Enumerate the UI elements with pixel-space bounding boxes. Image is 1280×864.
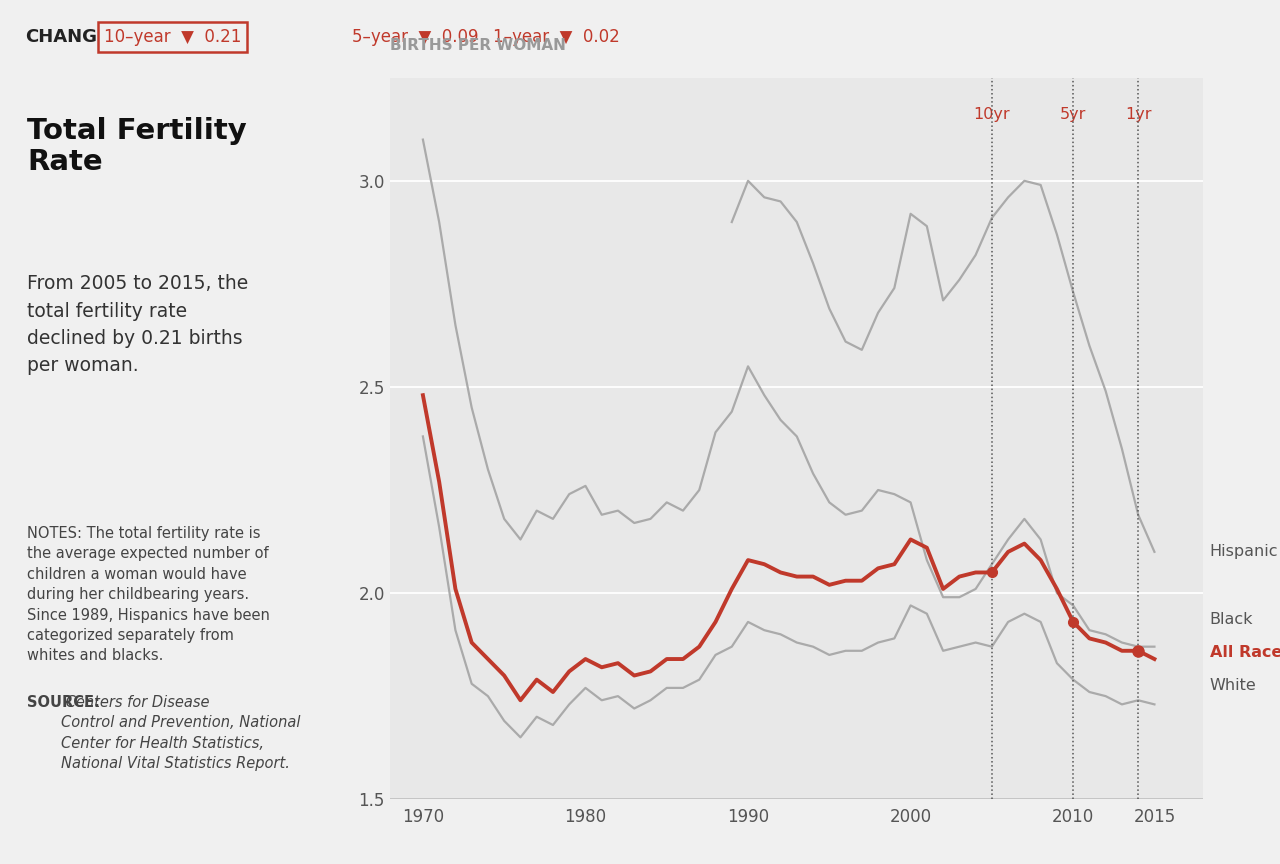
Text: 10yr: 10yr	[974, 106, 1010, 122]
Text: 1yr: 1yr	[1125, 106, 1152, 122]
Text: White: White	[1210, 678, 1257, 693]
Text: Hispanic: Hispanic	[1210, 544, 1279, 559]
Text: CHANGES: CHANGES	[26, 28, 123, 46]
Text: 1–year  ▼  0.02: 1–year ▼ 0.02	[493, 28, 620, 46]
Text: Total Fertility
Rate: Total Fertility Rate	[27, 118, 247, 176]
Text: All Races: All Races	[1210, 645, 1280, 660]
Text: NOTES: The total fertility rate is
the average expected number of
children a wom: NOTES: The total fertility rate is the a…	[27, 526, 270, 664]
Text: 5yr: 5yr	[1060, 106, 1087, 122]
Text: 10–year  ▼  0.21: 10–year ▼ 0.21	[104, 28, 242, 46]
Text: From 2005 to 2015, the
total fertility rate
declined by 0.21 births
per woman.: From 2005 to 2015, the total fertility r…	[27, 275, 248, 375]
Text: 5–year  ▼  0.09: 5–year ▼ 0.09	[352, 28, 479, 46]
Text: SOURCE:: SOURCE:	[27, 695, 100, 710]
Text: Black: Black	[1210, 613, 1253, 627]
Text: BIRTHS PER WOMAN: BIRTHS PER WOMAN	[390, 37, 566, 53]
Text: Centers for Disease
Control and Prevention, National
Center for Health Statistic: Centers for Disease Control and Preventi…	[60, 695, 300, 772]
